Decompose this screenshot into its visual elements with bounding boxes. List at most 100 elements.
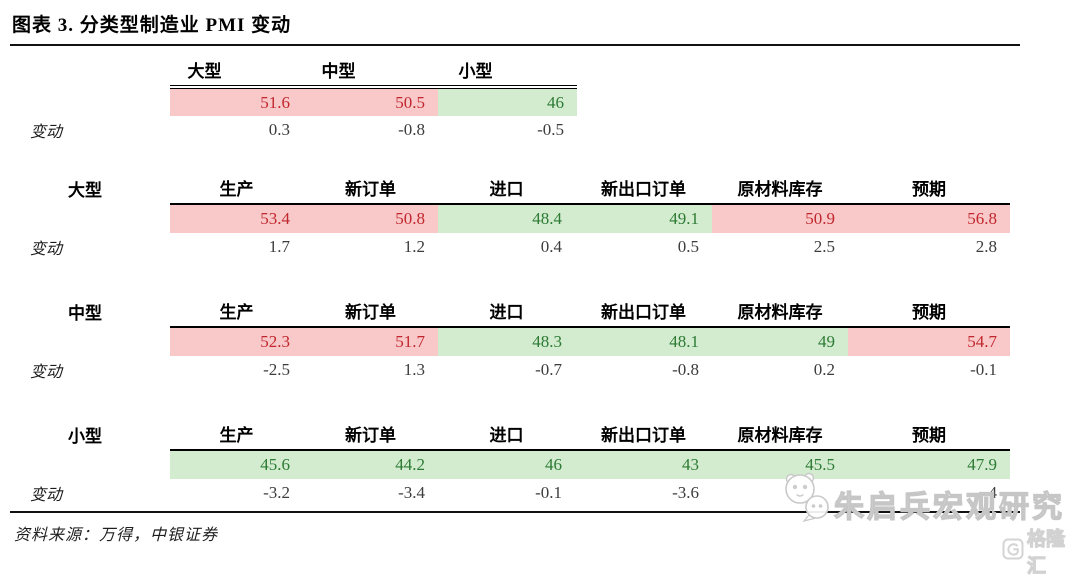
detail-change-row: 变动 1.7 1.2 0.4 0.5 2.5 2.8 — [0, 233, 1010, 261]
column-header-imports: 进口 — [438, 297, 575, 328]
column-header-new-orders: 新订单 — [303, 174, 438, 205]
change-value-cell: 1.3 — [403, 360, 425, 379]
watermark-text: 朱启兵宏观研究 — [833, 490, 1065, 524]
change-value-cell: -2.5 — [263, 360, 290, 379]
pmi-value-cell: 51.7 — [303, 327, 438, 356]
column-header-production: 生产 — [170, 297, 303, 328]
column-header-raw-material-inventory: 原材料库存 — [712, 420, 848, 451]
change-row-label: 变动 — [30, 241, 63, 258]
pmi-value-cell: 52.3 — [170, 327, 303, 356]
column-header-small: 小型 — [438, 57, 577, 89]
gelonghui-logo-text: 格隆汇 — [1026, 528, 1066, 577]
gelonghui-logo: 格隆汇 — [1002, 524, 1080, 578]
column-header-new-orders: 新订单 — [303, 420, 438, 451]
pmi-value-cell: 49.1 — [575, 204, 712, 233]
detail-change-row: 变动 -3.2 -3.4 -0.1 -3.6 4 — [0, 479, 1010, 507]
column-header-raw-material-inventory: 原材料库存 — [712, 174, 848, 205]
change-value-cell: -0.8 — [672, 360, 699, 379]
change-value-cell: 2.5 — [813, 237, 835, 256]
change-row-label: 变动 — [30, 364, 63, 381]
pmi-value-cell: 54.7 — [848, 327, 1010, 356]
section-label-small: 小型 — [68, 427, 102, 446]
column-header-medium: 中型 — [303, 57, 438, 89]
column-header-expectations: 预期 — [848, 174, 1010, 205]
pmi-value-cell: 44.2 — [303, 450, 438, 479]
pmi-value-cell: 46 — [438, 450, 575, 479]
section-label-large: 大型 — [68, 181, 102, 200]
figure-title: 图表 3. 分类型制造业 PMI 变动 — [12, 15, 292, 36]
pmi-value-cell: 48.1 — [575, 327, 712, 356]
detail-value-row: 52.3 51.7 48.3 48.1 49 54.7 — [0, 327, 1010, 356]
column-header-new-orders: 新订单 — [303, 297, 438, 328]
empty-label-cell — [0, 87, 170, 116]
column-header-imports: 进口 — [438, 420, 575, 451]
detail-header-row: 中型 生产 新订单 进口 新出口订单 原材料库存 预期 — [0, 297, 1010, 328]
column-header-new-export-orders: 新出口订单 — [575, 297, 712, 328]
change-value-cell: 0.3 — [268, 120, 290, 139]
pmi-summary-table: 大型 中型 小型 51.6 50.5 46 变动 0.3 -0.8 -0.5 — [0, 57, 577, 144]
column-header-production: 生产 — [170, 174, 303, 205]
detail-header-row: 大型 生产 新订单 进口 新出口订单 原材料库存 预期 — [0, 174, 1010, 205]
column-header-expectations: 预期 — [848, 297, 1010, 328]
empty-label-cell — [0, 327, 170, 356]
change-value-cell: -0.1 — [535, 483, 562, 502]
empty-label-cell — [0, 204, 170, 233]
pmi-value-cell: 45.6 — [170, 450, 303, 479]
change-row-label: 变动 — [30, 124, 63, 141]
change-value-cell: -0.1 — [970, 360, 997, 379]
column-header-expectations: 预期 — [848, 420, 1010, 451]
pmi-value-cell: 53.4 — [170, 204, 303, 233]
pmi-detail-table-small: 小型 生产 新订单 进口 新出口订单 原材料库存 预期 45.6 44.2 46… — [0, 420, 1010, 507]
change-value-cell: 1.7 — [268, 237, 290, 256]
pmi-value-cell: 48.3 — [438, 327, 575, 356]
column-header-production: 生产 — [170, 420, 303, 451]
change-value-cell: -0.5 — [537, 120, 564, 139]
summary-value-row: 51.6 50.5 46 — [0, 87, 577, 116]
pmi-value-cell: 45.5 — [712, 450, 848, 479]
column-header-new-export-orders: 新出口订单 — [575, 174, 712, 205]
change-row-label: 变动 — [30, 487, 63, 504]
watermark: 朱启兵宏观研究 — [778, 470, 1065, 527]
pmi-value-cell: 48.4 — [438, 204, 575, 233]
change-value-cell: -0.7 — [535, 360, 562, 379]
change-value-cell: 2.8 — [975, 237, 997, 256]
pmi-value-cell: 50.9 — [712, 204, 848, 233]
pmi-value-cell: 46 — [438, 87, 577, 116]
change-value-cell: 4 — [988, 483, 998, 502]
change-value-cell: 1.2 — [403, 237, 425, 256]
footer-divider — [10, 511, 1020, 513]
change-value-cell: -0.8 — [398, 120, 425, 139]
change-value-cell: -3.2 — [263, 483, 290, 502]
column-header-imports: 进口 — [438, 174, 575, 205]
detail-value-row: 53.4 50.8 48.4 49.1 50.9 56.8 — [0, 204, 1010, 233]
change-value-cell: 0.5 — [677, 237, 699, 256]
change-value-cell: 0.4 — [540, 237, 562, 256]
detail-header-row: 小型 生产 新订单 进口 新出口订单 原材料库存 预期 — [0, 420, 1010, 451]
change-value-cell: -3.6 — [672, 483, 699, 502]
pmi-value-cell: 43 — [575, 450, 712, 479]
pmi-detail-table-medium: 中型 生产 新订单 进口 新出口订单 原材料库存 预期 52.3 51.7 48… — [0, 297, 1010, 384]
summary-change-row: 变动 0.3 -0.8 -0.5 — [0, 116, 577, 144]
detail-change-row: 变动 -2.5 1.3 -0.7 -0.8 0.2 -0.1 — [0, 356, 1010, 384]
detail-value-row: 45.6 44.2 46 43 45.5 47.9 — [0, 450, 1010, 479]
empty-label-cell — [0, 450, 170, 479]
pmi-value-cell: 47.9 — [848, 450, 1010, 479]
change-value-cell: 0.2 — [813, 360, 835, 379]
gelonghui-g-icon — [1002, 538, 1024, 565]
pmi-value-cell: 49 — [712, 327, 848, 356]
wechat-panda-bubble-icon — [778, 470, 834, 527]
column-header-large: 大型 — [170, 57, 303, 89]
column-header-raw-material-inventory: 原材料库存 — [712, 297, 848, 328]
section-label-medium: 中型 — [68, 304, 102, 323]
figure-page: 图表 3. 分类型制造业 PMI 变动 大型 中型 小型 51.6 50.5 4… — [0, 15, 1066, 578]
pmi-value-cell: 50.5 — [303, 87, 438, 116]
pmi-value-cell: 56.8 — [848, 204, 1010, 233]
pmi-value-cell: 51.6 — [170, 87, 303, 116]
empty-corner-cell — [0, 57, 170, 87]
summary-header-row: 大型 中型 小型 — [0, 57, 577, 89]
pmi-value-cell: 50.8 — [303, 204, 438, 233]
change-value-cell: -3.4 — [398, 483, 425, 502]
source-note: 资料来源：万得，中银证券 — [14, 527, 219, 544]
column-header-new-export-orders: 新出口订单 — [575, 420, 712, 451]
title-divider — [10, 44, 1020, 46]
